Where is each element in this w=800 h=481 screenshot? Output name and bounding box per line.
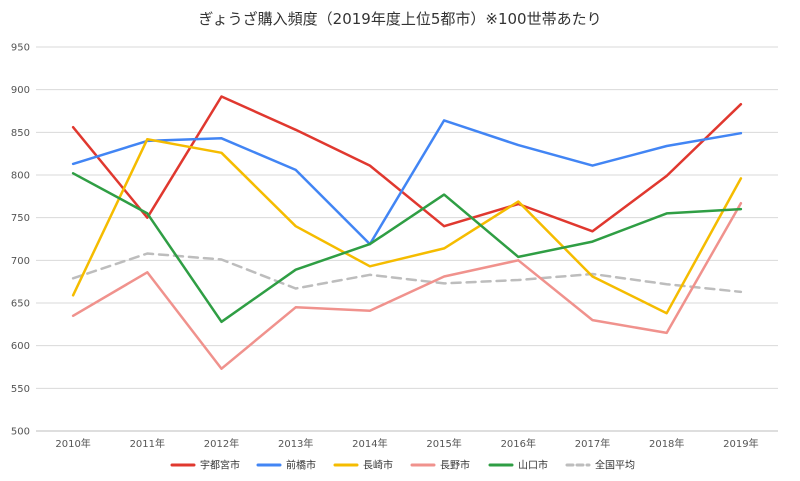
series-line-2	[71, 137, 743, 315]
x-tick-label: 2016年	[501, 437, 536, 450]
y-tick-label: 950	[11, 43, 30, 54]
x-tick-label: 2015年	[426, 437, 461, 450]
x-tick-label: 2012年	[204, 437, 239, 450]
y-tick-label: 850	[11, 128, 30, 139]
y-tick-label: 650	[11, 299, 30, 310]
y-tick-label: 700	[11, 256, 30, 267]
x-tick-label: 2011年	[130, 437, 165, 450]
chart-title: ぎょうざ購入頻度（2019年度上位5都市）※100世帯あたり	[198, 10, 601, 28]
y-axis-ticks: 500 550 600 650 700 750 800 850 900 950	[11, 43, 30, 438]
y-tick-label: 600	[11, 341, 30, 352]
x-tick-label: 2014年	[352, 437, 387, 450]
legend-label: 全国平均	[595, 459, 635, 472]
series-line-1	[71, 119, 743, 246]
x-tick-label: 2010年	[55, 437, 90, 450]
legend-label: 前橋市	[286, 459, 316, 472]
x-tick-label: 2013年	[278, 437, 313, 450]
legend-label: 長崎市	[363, 459, 393, 472]
legend-label: 山口市	[518, 459, 548, 472]
x-tick-label: 2018年	[649, 437, 684, 450]
y-tick-label: 500	[11, 427, 30, 438]
legend-label: 長野市	[440, 459, 470, 472]
x-tick-label: 2017年	[575, 437, 610, 450]
y-tick-label: 800	[11, 171, 30, 182]
legend-label: 宇都宮市	[200, 459, 240, 472]
y-tick-label: 750	[11, 213, 30, 224]
series-line-4	[71, 172, 743, 324]
y-tick-label: 900	[11, 85, 30, 96]
x-tick-label: 2019年	[723, 437, 758, 450]
grid	[36, 46, 778, 432]
series-line-5	[71, 252, 743, 294]
legend: 宇都宮市 前橋市 長崎市 長野市 山口市 全国平均	[170, 459, 635, 472]
series-lines	[71, 95, 743, 370]
x-axis-ticks: 2010年 2011年 2012年 2013年 2014年 2015年 2016年 2017年…	[55, 437, 758, 450]
y-tick-label: 550	[11, 384, 30, 395]
series-line-3	[71, 201, 743, 370]
series-line-0	[71, 95, 743, 233]
